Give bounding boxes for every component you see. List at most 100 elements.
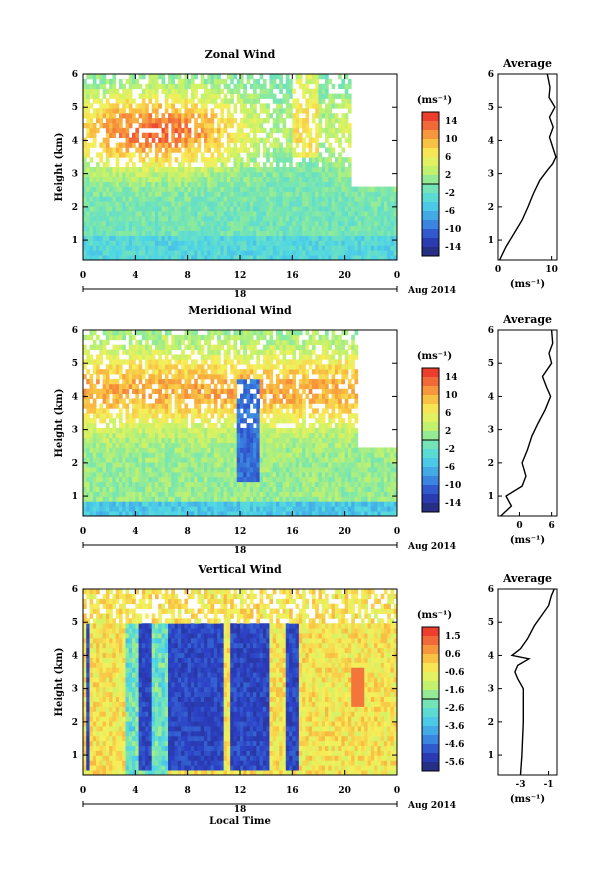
colorbar-band	[422, 166, 439, 176]
heatmap-cell	[220, 220, 225, 227]
heatmap-cell	[223, 496, 228, 502]
heatmap-cell	[272, 349, 277, 355]
heatmap-cell	[148, 330, 153, 336]
heatmap-cell	[233, 181, 238, 187]
heatmap-cell	[105, 339, 110, 346]
heatmap-cell	[256, 142, 261, 148]
heatmap-cell	[168, 181, 172, 187]
heatmap-cell	[246, 501, 251, 507]
heatmap-cell	[105, 113, 110, 119]
heatmap-cell	[289, 245, 293, 251]
heatmap-cell	[141, 413, 146, 419]
heatmap-cell	[253, 157, 257, 163]
heatmap-cell	[338, 211, 342, 217]
heatmap-cell	[374, 235, 378, 241]
heatmap-cell	[125, 196, 130, 202]
heatmap-cell	[141, 132, 146, 139]
heatmap-cell	[174, 432, 179, 439]
heatmap-cell	[184, 486, 189, 492]
heatmap-cell	[141, 491, 146, 497]
heatmap-cell	[128, 181, 133, 187]
heatmap-cell	[115, 344, 120, 350]
heatmap-cell	[138, 447, 143, 453]
heatmap-cell	[154, 506, 159, 512]
heatmap-cell	[194, 359, 198, 365]
heatmap-cell	[315, 83, 319, 90]
heatmap-cell	[210, 78, 215, 85]
heatmap-cell	[141, 408, 146, 414]
heatmap-cell	[233, 339, 238, 346]
heatmap-cell	[138, 501, 143, 507]
heatmap-cell	[86, 191, 90, 197]
heatmap-cell	[226, 486, 231, 492]
heatmap-cell	[151, 496, 156, 502]
heatmap-cell	[115, 196, 120, 202]
heatmap-cell	[344, 225, 349, 232]
heatmap-cell	[282, 235, 287, 241]
heatmap-cell	[249, 364, 254, 370]
heatmap-cell	[233, 496, 238, 502]
heatmap-cell	[256, 334, 261, 341]
heatmap-cell	[86, 447, 90, 453]
heatmap-cell	[311, 220, 316, 227]
heatmap-cell	[259, 467, 264, 473]
heatmap-cell	[105, 142, 110, 148]
heatmap-cell	[141, 211, 146, 217]
heatmap-cell	[331, 147, 336, 153]
heatmap-cell	[347, 122, 352, 129]
heatmap-cell	[151, 255, 156, 261]
heatmap-cell	[187, 230, 192, 236]
heatmap-cell	[151, 501, 156, 507]
heatmap-cell	[204, 147, 208, 153]
heatmap-cell	[174, 88, 179, 94]
heatmap-cell	[158, 103, 162, 109]
heatmap-cell	[204, 511, 208, 517]
heatmap-cell	[246, 220, 251, 227]
heatmap-cell	[220, 452, 225, 458]
heatmap-cell	[266, 206, 270, 212]
heatmap-cell	[210, 491, 215, 497]
colorbar-tick-label: 6	[445, 153, 451, 163]
heatmap-cell	[266, 211, 270, 217]
heatmap-cell	[92, 476, 97, 483]
heatmap-cell	[148, 506, 153, 512]
heatmap-cell	[83, 481, 87, 488]
heatmap-cell	[226, 206, 231, 212]
heatmap-cell	[207, 344, 211, 350]
heatmap-cell	[295, 255, 300, 261]
heatmap-cell	[138, 359, 143, 365]
heatmap-cell	[279, 186, 283, 192]
heatmap-cell	[86, 220, 90, 227]
heatmap-cell	[279, 501, 283, 507]
heatmap-cell	[105, 186, 110, 192]
heatmap-cell	[204, 122, 208, 129]
heatmap-cell	[125, 486, 130, 492]
heatmap-cell	[223, 354, 228, 360]
heatmap-cell	[233, 427, 238, 434]
heatmap-cell	[118, 83, 123, 90]
heatmap-cell	[200, 103, 205, 109]
heatmap-cell	[125, 103, 130, 109]
heatmap-cell	[145, 108, 149, 114]
heatmap-cell	[125, 481, 130, 488]
heatmap-cell	[243, 383, 247, 390]
heatmap-cell	[102, 432, 107, 439]
heatmap-cell	[233, 432, 238, 439]
heatmap-cell	[240, 132, 244, 139]
heatmap-cell	[105, 467, 110, 473]
heatmap-cell	[295, 103, 300, 109]
heatmap-cell	[344, 118, 349, 124]
heatmap-cell	[383, 186, 388, 192]
heatmap-cell	[197, 398, 202, 404]
heatmap-cell	[115, 162, 120, 168]
heatmap-cell	[233, 467, 238, 473]
heatmap-cell	[187, 339, 192, 346]
heatmap-cell	[256, 486, 261, 492]
heatmap-cell	[226, 88, 231, 94]
heatmap-cell	[184, 230, 189, 236]
heatmap-cell	[341, 83, 346, 90]
heatmap-cell	[269, 423, 274, 429]
heatmap-cell	[249, 369, 254, 375]
heatmap-cell	[89, 230, 94, 236]
heatmap-cell	[168, 486, 172, 492]
